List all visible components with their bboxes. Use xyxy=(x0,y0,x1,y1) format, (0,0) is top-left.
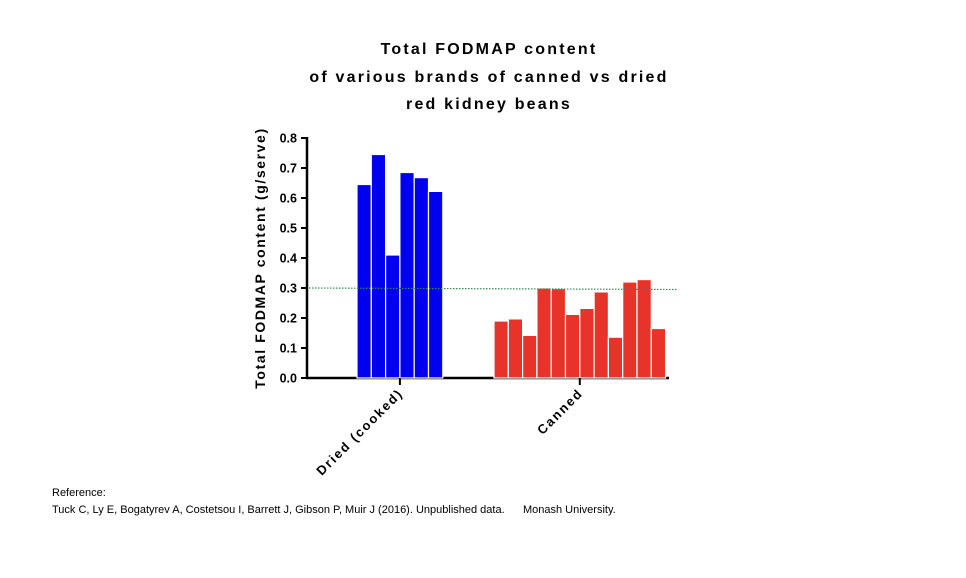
chart-title-line: Total FODMAP content xyxy=(381,41,598,58)
y-tick-label: 0.4 xyxy=(280,252,297,266)
y-axis-title-group: Total FODMAP content (g/serve) xyxy=(252,127,268,388)
bar xyxy=(607,336,624,379)
threshold-line xyxy=(308,287,678,291)
bar xyxy=(622,281,638,379)
x-axis-categories: Dried (cooked) Canned xyxy=(313,378,586,478)
y-tick-label: 0.3 xyxy=(280,282,297,296)
y-tick-label: 0.6 xyxy=(280,192,297,206)
reference-heading: Reference: xyxy=(52,487,106,499)
x-category-label: Dried (cooked) xyxy=(313,386,406,479)
bar xyxy=(564,313,581,379)
y-tick-label: 0.2 xyxy=(280,312,297,326)
reference-citation: Tuck C, Ly E, Bogatyrev A, Costetsou I, … xyxy=(52,504,616,516)
bar xyxy=(413,177,430,379)
chart-title-line: of various brands of canned vs dried xyxy=(309,69,668,86)
y-axis-title: Total FODMAP content (g/serve) xyxy=(252,127,268,388)
bar xyxy=(370,153,387,379)
y-tick-label: 0.8 xyxy=(280,132,297,146)
bar xyxy=(593,291,609,379)
bar xyxy=(399,171,415,379)
y-tick-label: 0.5 xyxy=(280,222,297,236)
bar xyxy=(385,254,401,379)
threshold-line-group xyxy=(308,287,678,291)
bar xyxy=(521,334,538,379)
y-axis-ticks: 0.0 0.1 0.2 0.3 0.4 0.5 0.6 0.7 0.8 xyxy=(280,132,307,386)
x-category-label: Canned xyxy=(534,386,586,438)
bar xyxy=(536,287,552,379)
bar xyxy=(507,318,524,379)
y-tick-label: 0.1 xyxy=(280,342,297,356)
chart-title: Total FODMAP content of various brands of… xyxy=(309,41,668,113)
chart-title-line: red kidney beans xyxy=(406,96,572,113)
bar xyxy=(650,327,667,379)
bar xyxy=(493,320,509,379)
y-tick-label: 0.7 xyxy=(280,162,297,176)
bar xyxy=(579,307,595,379)
bar xyxy=(427,190,444,379)
bars xyxy=(356,153,667,379)
bar xyxy=(636,279,652,379)
reference-block: Reference: Tuck C, Ly E, Bogatyrev A, Co… xyxy=(52,485,616,519)
y-tick-label: 0.0 xyxy=(280,372,297,386)
bar xyxy=(550,288,567,379)
bar xyxy=(356,183,372,379)
